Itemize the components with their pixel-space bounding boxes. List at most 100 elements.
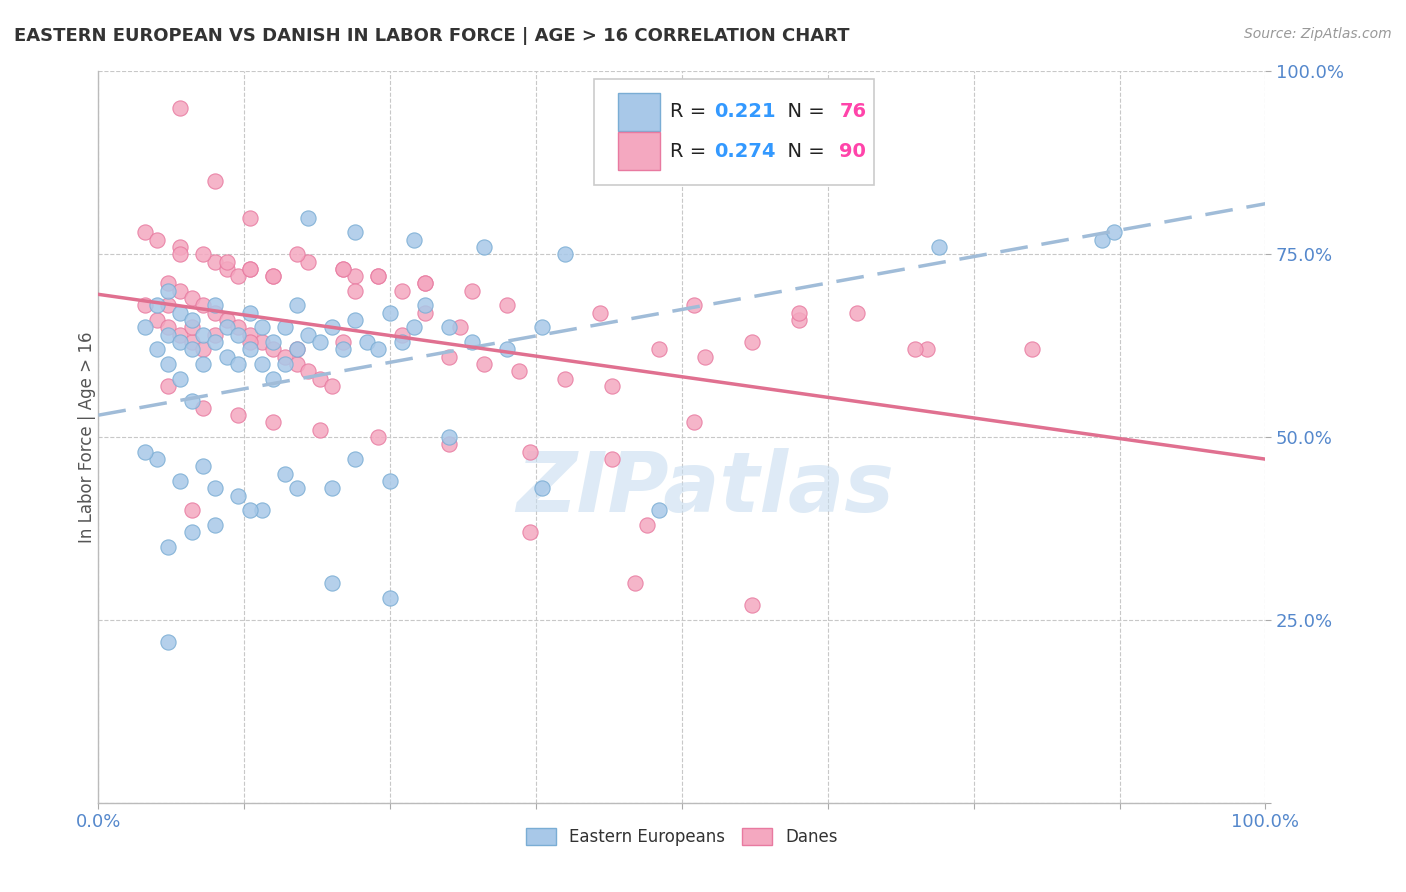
Point bbox=[239, 261, 262, 276]
Point bbox=[589, 306, 612, 320]
Text: 90: 90 bbox=[839, 142, 866, 161]
Point bbox=[180, 313, 202, 327]
Point bbox=[157, 327, 180, 342]
Point bbox=[146, 452, 169, 467]
Point bbox=[204, 481, 226, 495]
Point bbox=[402, 320, 425, 334]
Point bbox=[367, 269, 389, 284]
Point bbox=[554, 371, 576, 385]
Text: 0.221: 0.221 bbox=[714, 102, 776, 121]
Point bbox=[682, 416, 704, 430]
Point bbox=[274, 350, 297, 364]
Point bbox=[321, 320, 343, 334]
Point bbox=[391, 284, 413, 298]
Point bbox=[180, 525, 202, 540]
Point bbox=[250, 320, 273, 334]
Point bbox=[624, 576, 647, 591]
Point bbox=[1091, 233, 1114, 247]
Point bbox=[472, 240, 495, 254]
Point bbox=[380, 591, 402, 605]
Point bbox=[262, 269, 284, 284]
Point bbox=[297, 211, 319, 225]
Point bbox=[274, 467, 297, 481]
Point bbox=[204, 298, 226, 312]
Point bbox=[239, 343, 262, 357]
Point bbox=[146, 343, 169, 357]
Point bbox=[204, 306, 226, 320]
Point bbox=[134, 225, 156, 239]
Point bbox=[239, 306, 262, 320]
Point bbox=[157, 320, 180, 334]
Text: Source: ZipAtlas.com: Source: ZipAtlas.com bbox=[1244, 27, 1392, 41]
Point bbox=[239, 211, 262, 225]
Point bbox=[146, 298, 169, 312]
Point bbox=[367, 269, 389, 284]
Point bbox=[437, 320, 460, 334]
Point bbox=[228, 408, 250, 422]
Point bbox=[134, 320, 156, 334]
Point bbox=[321, 481, 343, 495]
Point bbox=[1021, 343, 1043, 357]
Point bbox=[180, 320, 202, 334]
Point bbox=[169, 474, 191, 488]
Point bbox=[193, 401, 215, 415]
Point bbox=[636, 517, 658, 532]
Point bbox=[332, 261, 354, 276]
Point bbox=[391, 334, 413, 349]
Text: N =: N = bbox=[775, 102, 831, 121]
Point bbox=[215, 350, 238, 364]
Point bbox=[741, 334, 763, 349]
Point bbox=[169, 247, 191, 261]
Point bbox=[530, 481, 553, 495]
Point bbox=[321, 576, 343, 591]
Point bbox=[228, 320, 250, 334]
Point bbox=[437, 350, 460, 364]
Point bbox=[180, 343, 202, 357]
Point bbox=[157, 635, 180, 649]
FancyBboxPatch shape bbox=[617, 93, 659, 130]
Point bbox=[262, 269, 284, 284]
Point bbox=[344, 225, 367, 239]
Y-axis label: In Labor Force | Age > 16: In Labor Force | Age > 16 bbox=[79, 331, 96, 543]
Point bbox=[134, 298, 156, 312]
Point bbox=[413, 298, 436, 312]
Point bbox=[367, 343, 389, 357]
Point bbox=[915, 343, 938, 357]
Point bbox=[215, 320, 238, 334]
Point bbox=[285, 481, 308, 495]
Point bbox=[496, 298, 519, 312]
Point bbox=[309, 334, 332, 349]
Point bbox=[413, 306, 436, 320]
Point bbox=[262, 343, 284, 357]
Point bbox=[215, 254, 238, 268]
Point bbox=[250, 334, 273, 349]
Text: 0.274: 0.274 bbox=[714, 142, 776, 161]
Point bbox=[262, 334, 284, 349]
Point bbox=[180, 334, 202, 349]
Point bbox=[180, 503, 202, 517]
Text: R =: R = bbox=[671, 102, 713, 121]
Point bbox=[239, 327, 262, 342]
Point bbox=[228, 269, 250, 284]
Point bbox=[285, 298, 308, 312]
Point bbox=[262, 371, 284, 385]
Point bbox=[846, 306, 869, 320]
Point bbox=[169, 306, 191, 320]
Point bbox=[461, 334, 484, 349]
Point bbox=[344, 284, 367, 298]
Point bbox=[215, 313, 238, 327]
Legend: Eastern Europeans, Danes: Eastern Europeans, Danes bbox=[519, 822, 845, 853]
Point bbox=[297, 364, 319, 378]
Point bbox=[391, 327, 413, 342]
FancyBboxPatch shape bbox=[595, 78, 875, 185]
Point bbox=[752, 115, 775, 129]
Point bbox=[239, 261, 262, 276]
Point bbox=[787, 313, 810, 327]
Point bbox=[472, 357, 495, 371]
Text: EASTERN EUROPEAN VS DANISH IN LABOR FORCE | AGE > 16 CORRELATION CHART: EASTERN EUROPEAN VS DANISH IN LABOR FORC… bbox=[14, 27, 849, 45]
Point bbox=[204, 254, 226, 268]
Point bbox=[169, 371, 191, 385]
Point bbox=[413, 277, 436, 291]
Point bbox=[193, 343, 215, 357]
Point bbox=[157, 540, 180, 554]
